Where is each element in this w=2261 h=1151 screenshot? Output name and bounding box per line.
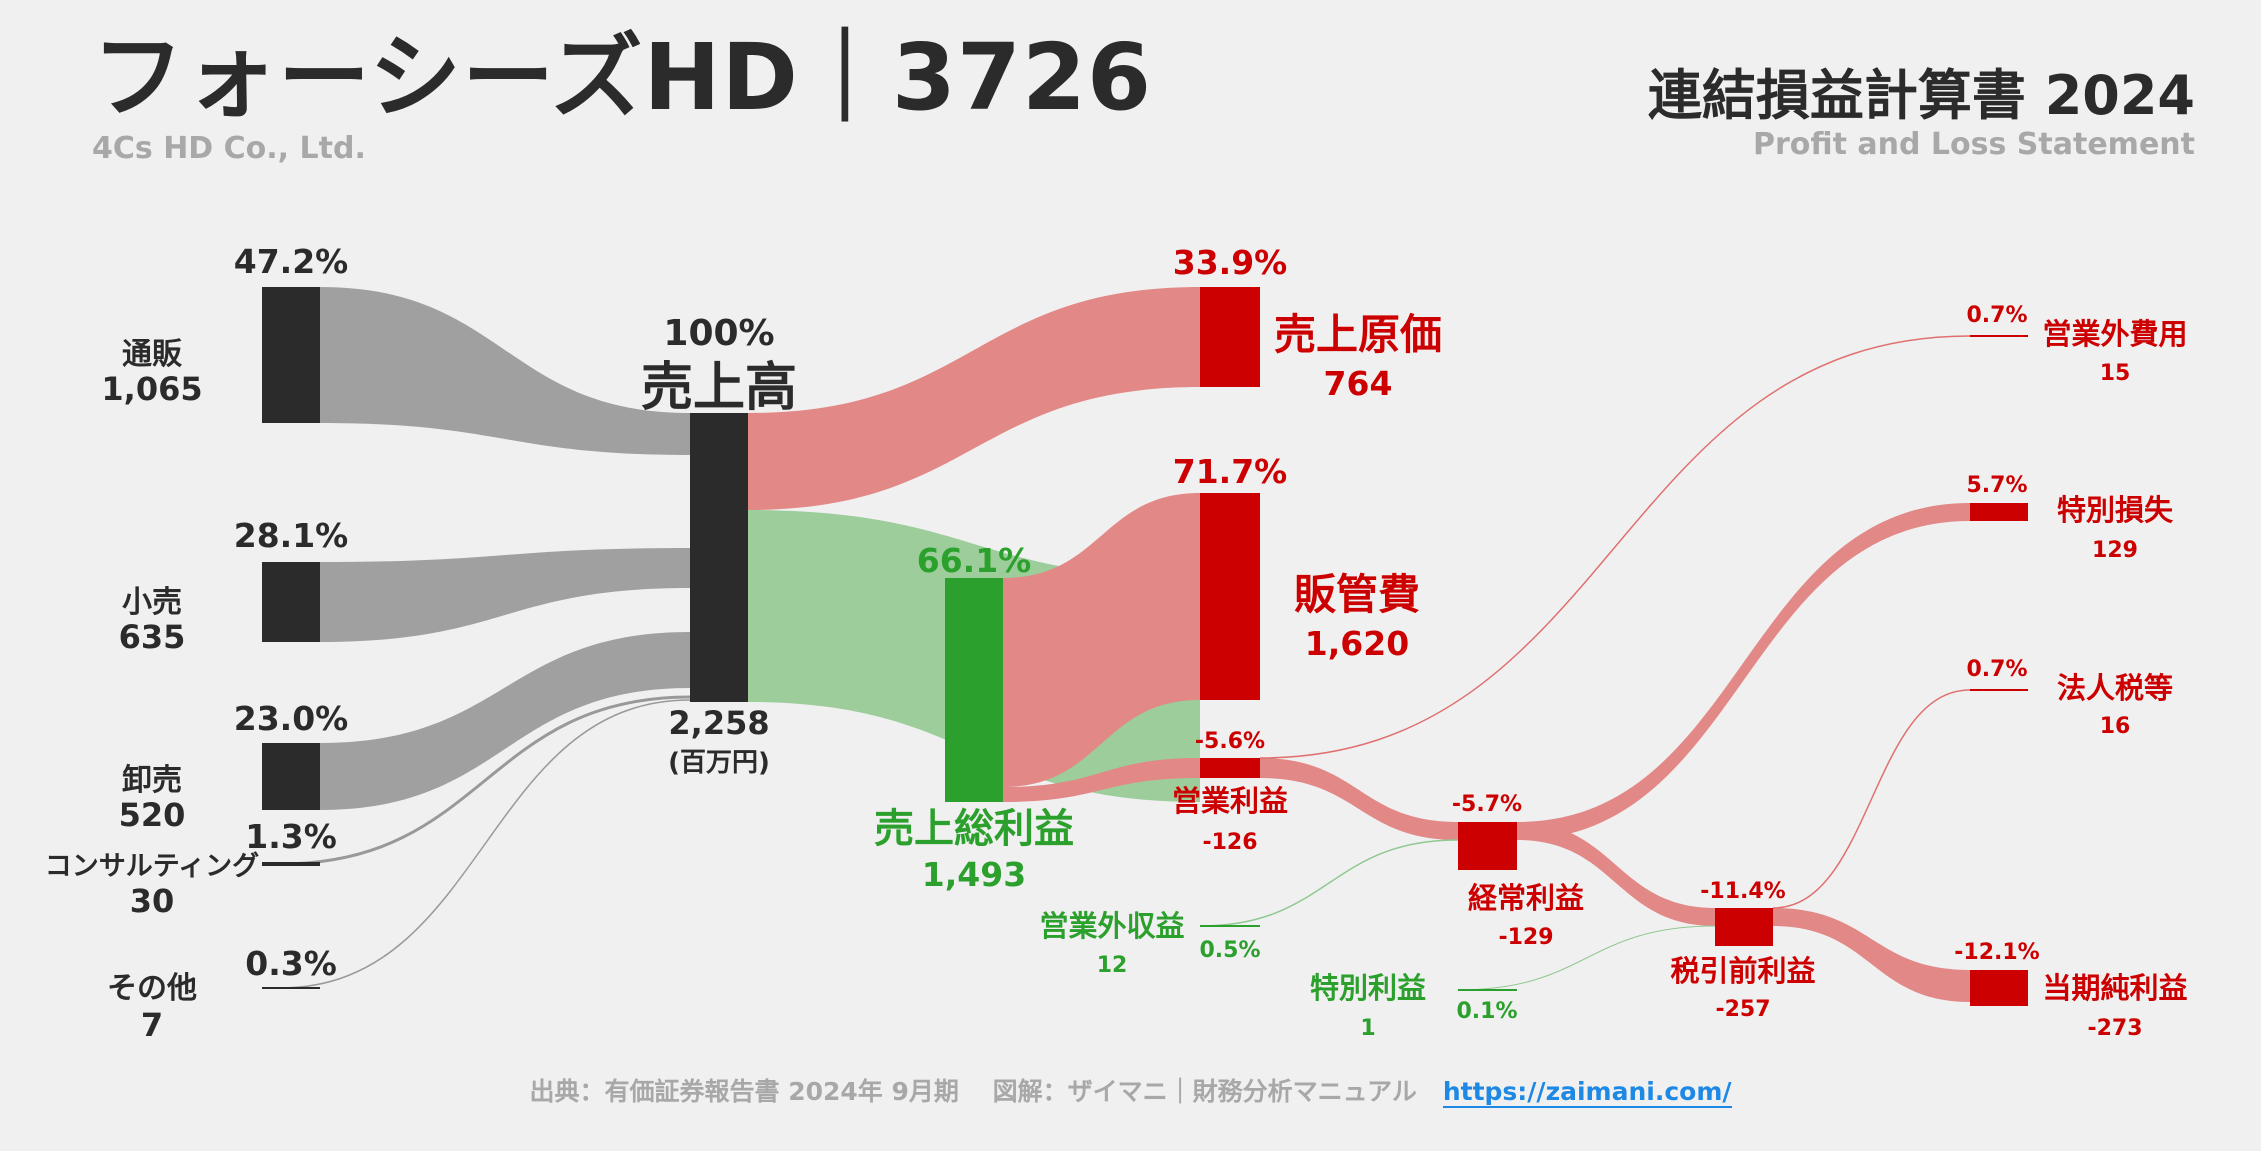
node-kouri [262,562,320,642]
value-income-tax: 16 [2100,714,2131,739]
flow-operating-to-ordinary [1260,758,1458,840]
statement-subtitle: Profit and Loss Statement [1752,127,2195,163]
value-other: 7 [141,1006,163,1044]
value-cost-of-sales: 764 [1324,364,1393,403]
label-extraordinary-loss: 特別損失 [2057,493,2174,527]
header-left: フォーシーズHD｜3726 4Cs HD Co., Ltd. [92,24,1152,166]
node-other [262,987,320,989]
value-ordinary-profit: -129 [1498,925,1553,950]
flow-sga [1003,493,1200,787]
pct-oroshi: 23.0% [234,699,349,738]
flow-non-op-income [1199,839,1459,927]
pct-sga: 71.7% [1173,452,1288,491]
node-revenue [690,413,748,702]
label-income-tax: 法人税等 [2057,671,2173,705]
pct-net-profit: -12.1% [1954,940,2039,965]
flow-cost-of-sales [748,287,1200,510]
flow-segment-oroshi [320,632,690,810]
label-revenue: 売上高 [641,358,797,418]
pct-kouri: 28.1% [234,516,349,555]
value-pretax-profit: -257 [1715,997,1770,1022]
node-oroshi [262,743,320,810]
pct-income-tax: 0.7% [1966,657,2027,682]
flow-extraordinary-loss [1517,503,1970,840]
value-extraordinary-income: 1 [1360,1016,1375,1041]
node-tsuhan [262,287,320,423]
label-operating-profit: 営業利益 [1172,784,1288,818]
value-revenue: 2,258 [668,704,769,742]
flow-pretax-to-net [1773,908,1970,1002]
node-operating-profit [1200,758,1260,778]
node-net-profit [1970,970,2028,1006]
statement-title: 連結損益計算書 2024 [1647,64,2195,127]
flow-operating-loss [1003,758,1200,802]
pct-cost-of-sales: 33.9% [1173,243,1288,282]
value-net-profit: -273 [2087,1016,2142,1041]
flow-segment-consulting [279,695,691,866]
label-non-op-expense: 営業外費用 [2042,317,2187,351]
flow-segment-kouri [320,548,690,642]
pct-extraordinary-income: 0.1% [1456,999,1517,1024]
node-sga [1200,493,1260,700]
site-link[interactable]: https://zaimani.com/ [1442,1077,1732,1108]
node-non-op-income [1200,925,1260,927]
label-other: その他 [107,971,197,1006]
value-non-op-income: 12 [1097,953,1128,978]
label-pretax-profit: 税引前利益 [1670,954,1815,988]
node-extraordinary-income [1458,989,1517,991]
pct-pretax-profit: -11.4% [1700,879,1785,904]
node-consulting [262,862,320,866]
label-consulting: コンサルティング [45,850,259,882]
node-income-tax [1970,689,2028,691]
node-ordinary-profit [1458,822,1517,870]
pct-ordinary-profit: -5.7% [1452,792,1522,817]
node-pretax-profit [1715,908,1773,946]
value-operating-profit: -126 [1202,830,1257,855]
label-extraordinary-income: 特別利益 [1310,971,1426,1005]
value-oroshi: 520 [119,796,186,834]
pct-extraordinary-loss: 5.7% [1966,473,2027,498]
label-kouri: 小売 [122,585,182,620]
value-sga: 1,620 [1305,624,1409,663]
company-title: フォーシーズHD｜3726 [92,24,1152,131]
label-cost-of-sales: 売上原価 [1274,310,1442,359]
node-cost-of-sales [1200,287,1260,387]
pct-operating-profit: -5.6% [1195,729,1265,754]
pct-consulting: 1.3% [245,817,337,856]
label-tsuhan: 通販 [122,337,183,372]
node-gross-profit [945,578,1003,802]
value-non-op-expense: 15 [2100,361,2131,386]
pct-non-op-income: 0.5% [1199,938,1260,963]
header-right: 連結損益計算書 2024 Profit and Loss Statement [1647,64,2195,163]
pct-non-op-expense: 0.7% [1966,303,2027,328]
value-gross-profit: 1,493 [922,855,1026,894]
label-sga: 販管費 [1294,570,1420,619]
flow-segment-other [279,699,691,989]
unit-label: (百万円) [668,748,770,778]
node-extraordinary-loss [1970,503,2028,521]
label-ordinary-profit: 経常利益 [1468,881,1584,915]
flow-non-op-expense [1259,335,1971,759]
footer: 出典：有価証券報告書 2024年 9月期 図解：ザイマニ｜財務分析マニュアル ht… [0,1072,2261,1108]
pct-tsuhan: 47.2% [234,242,349,281]
label-gross-profit: 売上総利益 [874,806,1074,852]
label-oroshi: 卸売 [122,763,182,798]
value-consulting: 30 [130,882,175,920]
value-tsuhan: 1,065 [101,370,202,408]
value-kouri: 635 [119,618,186,656]
flow-segment-tsuhan [320,287,690,455]
node-non-op-expense [1970,335,2028,337]
value-extraordinary-loss: 129 [2092,538,2138,563]
pct-revenue: 100% [663,313,774,354]
pct-gross-profit: 66.1% [917,541,1032,580]
pct-other: 0.3% [245,944,337,983]
source-text: 出典：有価証券報告書 2024年 9月期 図解：ザイマニ｜財務分析マニュアル [529,1077,1417,1106]
flow-ordinary-to-pretax [1517,822,1715,926]
flow-extraordinary-income [1457,925,1716,991]
company-subtitle: 4Cs HD Co., Ltd. [92,130,366,166]
label-net-profit: 当期純利益 [2042,971,2187,1005]
label-non-op-income: 営業外収益 [1039,909,1184,943]
flow-income-tax [1772,689,1971,909]
